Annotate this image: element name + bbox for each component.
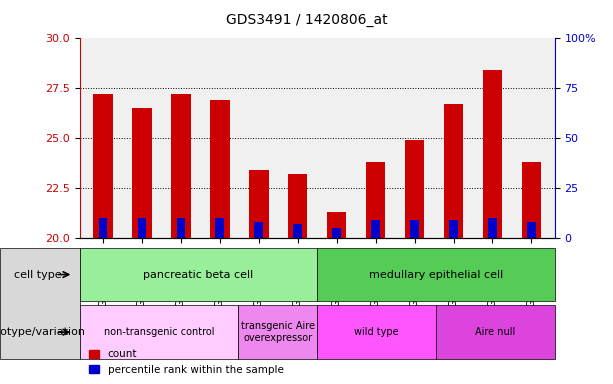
Bar xyxy=(132,108,152,238)
Text: cell type: cell type xyxy=(14,270,62,280)
Bar xyxy=(527,222,536,238)
Text: GDS3491 / 1420806_at: GDS3491 / 1420806_at xyxy=(226,13,387,27)
Bar xyxy=(288,174,308,238)
Bar xyxy=(254,222,263,238)
Bar xyxy=(249,170,268,238)
Bar xyxy=(449,220,458,238)
Bar xyxy=(99,218,107,238)
Text: medullary epithelial cell: medullary epithelial cell xyxy=(369,270,503,280)
Text: genotype/variation: genotype/variation xyxy=(0,327,85,337)
Bar xyxy=(327,212,346,238)
Bar xyxy=(405,140,424,238)
Text: wild type: wild type xyxy=(354,327,399,337)
Bar xyxy=(488,218,497,238)
Text: pancreatic beta cell: pancreatic beta cell xyxy=(143,270,254,280)
Bar xyxy=(371,220,380,238)
Bar xyxy=(332,228,341,238)
Bar xyxy=(216,218,224,238)
Bar xyxy=(93,94,113,238)
Bar xyxy=(444,104,463,238)
Bar xyxy=(366,162,386,238)
Text: transgenic Aire
overexpressor: transgenic Aire overexpressor xyxy=(241,321,314,343)
Bar xyxy=(482,70,502,238)
Bar xyxy=(410,220,419,238)
Bar xyxy=(522,162,541,238)
Text: Aire null: Aire null xyxy=(475,327,516,337)
Bar xyxy=(171,94,191,238)
Bar xyxy=(210,100,230,238)
Bar xyxy=(294,224,302,238)
Bar xyxy=(137,218,147,238)
Bar xyxy=(177,218,185,238)
Text: non-transgenic control: non-transgenic control xyxy=(104,327,214,337)
Legend: count, percentile rank within the sample: count, percentile rank within the sample xyxy=(85,345,288,379)
